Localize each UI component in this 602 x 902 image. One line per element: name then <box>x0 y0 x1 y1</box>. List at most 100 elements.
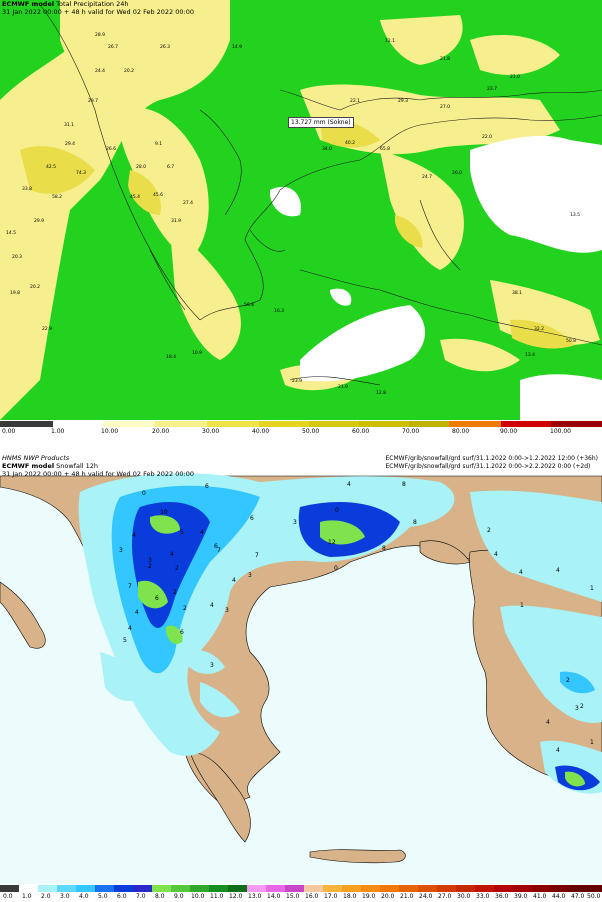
map-value: 2 <box>487 527 491 534</box>
map-value: 4 <box>556 567 560 574</box>
map-value: 21.8 <box>440 56 450 62</box>
cb-label: 50.0 <box>587 893 601 900</box>
cb-label: 40.00 <box>252 428 270 435</box>
cb-label: 70.00 <box>402 428 420 435</box>
cb-label: 0.0 <box>3 893 13 900</box>
cb-label: 11.0 <box>210 893 224 900</box>
cb-label: 2.0 <box>41 893 51 900</box>
map-value: 31.1 <box>64 122 74 128</box>
map-value: 6 <box>214 543 218 550</box>
map-value: 10.9 <box>192 350 202 356</box>
bottom-validity: 31 Jan 2022 00:00 + 48 h valid for Wed 0… <box>2 470 194 478</box>
source-name: HNMS NWP Products <box>2 454 70 462</box>
cb-label: 3.0 <box>60 893 70 900</box>
map-value: 9.1 <box>155 141 162 147</box>
file-line: ECMWF/grib/snowfall/grd surf/31.1.2022 0… <box>385 455 598 462</box>
map-value: 18.4 <box>166 354 176 360</box>
cb-label: 12.0 <box>229 893 243 900</box>
cb-label: 27.0 <box>438 893 452 900</box>
map-value: 0 <box>334 565 338 572</box>
map-value: 22.9 <box>42 326 52 332</box>
map-value: 4 <box>347 481 351 488</box>
map-value: 23.7 <box>487 86 497 92</box>
file-info: ECMWF/grib/snowfall/grd surf/31.1.2022 0… <box>386 455 598 471</box>
map-value: 21.0 <box>510 74 520 80</box>
file-line: ECMWF/grib/snowfall/grd surf/31.1.2022 0… <box>385 463 591 470</box>
map-value: 13.4 <box>525 352 535 358</box>
map-value: 8 <box>413 519 417 526</box>
bottom-model-name: ECMWF model <box>2 462 55 470</box>
cb-label: 7.0 <box>136 893 146 900</box>
map-value: 26.6 <box>106 146 116 152</box>
map-value: 3 <box>210 662 214 669</box>
map-value: 7 <box>128 583 132 590</box>
map-value: 29.4 <box>65 141 75 147</box>
map-value: 19.8 <box>10 290 20 296</box>
cb-label: 16.0 <box>305 893 319 900</box>
map-value: 12 <box>328 539 336 546</box>
map-value: 1 <box>590 739 594 746</box>
map-value: 10 <box>160 509 168 516</box>
map-value: 2 <box>173 589 177 596</box>
cb-label: 36.0 <box>495 893 509 900</box>
bottom-product-name: Snowfall 12h <box>56 462 99 470</box>
snowfall-areas <box>78 473 602 794</box>
map-value: 20.2 <box>124 68 134 74</box>
map-value: 8 <box>382 545 386 552</box>
cb-label: 39.0 <box>514 893 528 900</box>
cb-label: 44.0 <box>552 893 566 900</box>
map-value: 4 <box>128 625 132 632</box>
top-panel-header: ECMWF model Total Precipitation 24h 31 J… <box>2 0 194 16</box>
cb-label: 14.0 <box>267 893 281 900</box>
map-value: 33.8 <box>22 186 32 192</box>
top-product-name: Total Precipitation 24h <box>56 0 129 8</box>
map-value: 2 <box>566 677 570 684</box>
map-value: 3 <box>293 519 297 526</box>
map-value: 6 <box>155 595 159 602</box>
map-value: 32.2 <box>534 326 544 332</box>
map-value: 7 <box>255 552 259 559</box>
snowfall-colorbar-labels: 0.0 1.0 2.0 3.0 4.0 5.0 6.0 7.0 8.0 9.0 … <box>0 893 602 902</box>
map-value: 20.2 <box>30 284 40 290</box>
map-value: 14.9 <box>232 44 242 50</box>
map-value: 24.7 <box>422 174 432 180</box>
cb-label: 0.00 <box>2 428 16 435</box>
map-value: 4 <box>170 551 174 558</box>
cb-label: 41.0 <box>533 893 547 900</box>
map-value: 4 <box>519 569 523 576</box>
top-validity: 31 Jan 2022 00:00 + 48 h valid for Wed 0… <box>2 8 194 16</box>
cb-label: 9.0 <box>174 893 184 900</box>
map-value: 4 <box>556 747 560 754</box>
cb-label: 8.0 <box>155 893 165 900</box>
map-value: 21.9 <box>338 384 348 390</box>
cb-label: 90.00 <box>500 428 518 435</box>
map-value: 56.8 <box>244 302 254 308</box>
snowfall-value-labels: 0 6 6 10 5 4 0 4 3 8 4 3 4 6 7 4 3 8 12 … <box>119 481 594 754</box>
map-value: 74.3 <box>76 170 86 176</box>
cb-label: 5.0 <box>98 893 108 900</box>
map-value: 6.7 <box>167 164 174 170</box>
cb-label: 20.00 <box>152 428 170 435</box>
cb-label: 21.0 <box>400 893 414 900</box>
cb-label: 18.0 <box>343 893 357 900</box>
cb-label: 50.00 <box>302 428 320 435</box>
map-value: 22.0 <box>482 134 492 140</box>
no-precip-areas <box>270 135 602 420</box>
map-value: 16.3 <box>274 308 284 314</box>
coastlines-top <box>39 4 602 386</box>
map-value: 3 <box>225 607 229 614</box>
map-value: 6 <box>180 629 184 636</box>
map-value: 31.9 <box>171 218 181 224</box>
map-value: 23.9 <box>292 378 302 384</box>
map-value: 5 <box>180 529 184 536</box>
map-value: 20.3 <box>12 254 22 260</box>
cb-label: 30.00 <box>202 428 220 435</box>
map-value: 8 <box>402 481 406 488</box>
cb-label: 80.00 <box>452 428 470 435</box>
map-value: 13.5 <box>570 212 580 218</box>
map-value: 2 <box>580 703 584 710</box>
map-value: 3 <box>575 705 579 712</box>
cb-label: 1.0 <box>22 893 32 900</box>
map-value: 1 <box>590 585 594 592</box>
map-value: 40.2 <box>345 140 355 146</box>
